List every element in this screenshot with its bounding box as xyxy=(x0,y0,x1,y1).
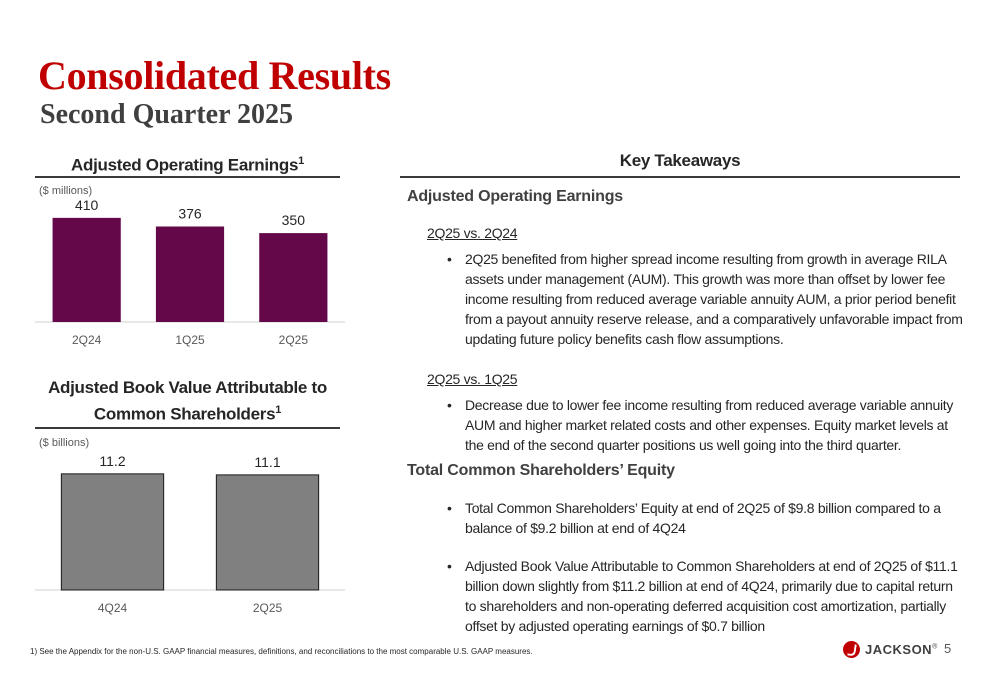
key-takeaways-heading: Key Takeaways xyxy=(619,151,741,170)
x-tick-label: 1Q25 xyxy=(175,333,205,347)
aoe-subheading: Adjusted Operating Earnings xyxy=(407,188,623,205)
bullet-dot: • xyxy=(447,397,452,413)
bar-value-label: 11.1 xyxy=(254,454,280,470)
bar-1q25 xyxy=(155,226,225,322)
bar-4q24 xyxy=(60,473,165,591)
footnote: 1) See the Appendix for the non-U.S. GAA… xyxy=(30,647,533,656)
logo-registered-mark: ® xyxy=(932,643,938,651)
comparison-2q25-vs-2q24: 2Q25 vs. 2Q24 xyxy=(427,225,518,241)
earnings-heading-footnote-mark: 1 xyxy=(298,155,304,167)
takeaway-bullet-4-text: Adjusted Book Value Attributable to Comm… xyxy=(465,558,958,634)
page-number: 5 xyxy=(944,641,952,656)
takeaway-bullet-1-text: 2Q25 benefited from higher spread income… xyxy=(465,251,963,347)
bar-value-label: 410 xyxy=(75,197,99,213)
earnings-unit-label: ($ millions) xyxy=(39,185,93,197)
equity-subheading: Total Common Shareholders’ Equity xyxy=(407,462,675,479)
takeaway-bullet-2-text: Decrease due to lower fee income resulti… xyxy=(465,397,954,453)
bar-value-label: 376 xyxy=(178,205,202,221)
earnings-chart-heading: Adjusted Operating Earnings1 xyxy=(35,150,340,177)
x-tick-label: 4Q24 xyxy=(98,601,128,615)
bullet-dot: • xyxy=(447,500,452,516)
bar-value-label: 350 xyxy=(282,212,306,228)
bar-2q25 xyxy=(259,233,328,322)
earnings-bar-chart: 410 2Q24 376 1Q25 350 2Q25 xyxy=(35,197,345,347)
takeaway-bullet-1: • 2Q25 benefited from higher spread incom… xyxy=(447,249,967,349)
page-subtitle: Second Quarter 2025 xyxy=(40,99,294,130)
logo-text: JACKSON xyxy=(865,642,933,657)
x-tick-label: 2Q25 xyxy=(279,333,309,347)
bullet-dot: • xyxy=(447,558,452,574)
book-value-heading-footnote-mark: 1 xyxy=(275,404,282,416)
bar-value-label: 11.2 xyxy=(99,453,125,469)
book-value-bar-chart: 11.2 4Q24 11.1 2Q25 xyxy=(35,453,345,615)
takeaway-bullet-4: • Adjusted Book Value Attributable to Com… xyxy=(447,556,967,636)
book-value-heading-line2: Common Shareholders xyxy=(93,404,276,424)
takeaway-bullet-3: • Total Common Shareholders’ Equity at en… xyxy=(447,498,967,538)
jackson-logo: JACKSON® xyxy=(843,641,938,658)
book-value-chart-heading: Adjusted Book Value Attributable to Comm… xyxy=(35,377,340,426)
bar-2q25 xyxy=(215,474,320,591)
bullet-dot: • xyxy=(447,251,452,267)
takeaway-bullet-2: • Decrease due to lower fee income result… xyxy=(447,395,967,455)
earnings-heading-rule xyxy=(35,176,340,178)
x-tick-label: 2Q25 xyxy=(253,601,283,615)
earnings-heading-text: Adjusted Operating Earnings xyxy=(71,155,299,175)
book-value-heading-line2-wrap: Common Shareholders1 xyxy=(35,399,340,426)
jackson-logo-wordmark: JACKSON® xyxy=(865,642,938,657)
book-value-unit-label: ($ billions) xyxy=(39,437,90,449)
comparison-2q25-vs-1q25: 2Q25 vs. 1Q25 xyxy=(427,371,518,387)
takeaway-bullet-3-text: Total Common Shareholders’ Equity at end… xyxy=(465,500,941,536)
book-value-heading-rule xyxy=(35,427,340,429)
key-takeaways-rule xyxy=(400,176,960,178)
jackson-logo-icon xyxy=(843,641,860,658)
book-value-heading-line1: Adjusted Book Value Attributable to xyxy=(48,378,327,397)
page-title: Consolidated Results xyxy=(38,53,391,98)
bar-2q24 xyxy=(52,217,121,322)
x-tick-label: 2Q24 xyxy=(72,333,102,347)
